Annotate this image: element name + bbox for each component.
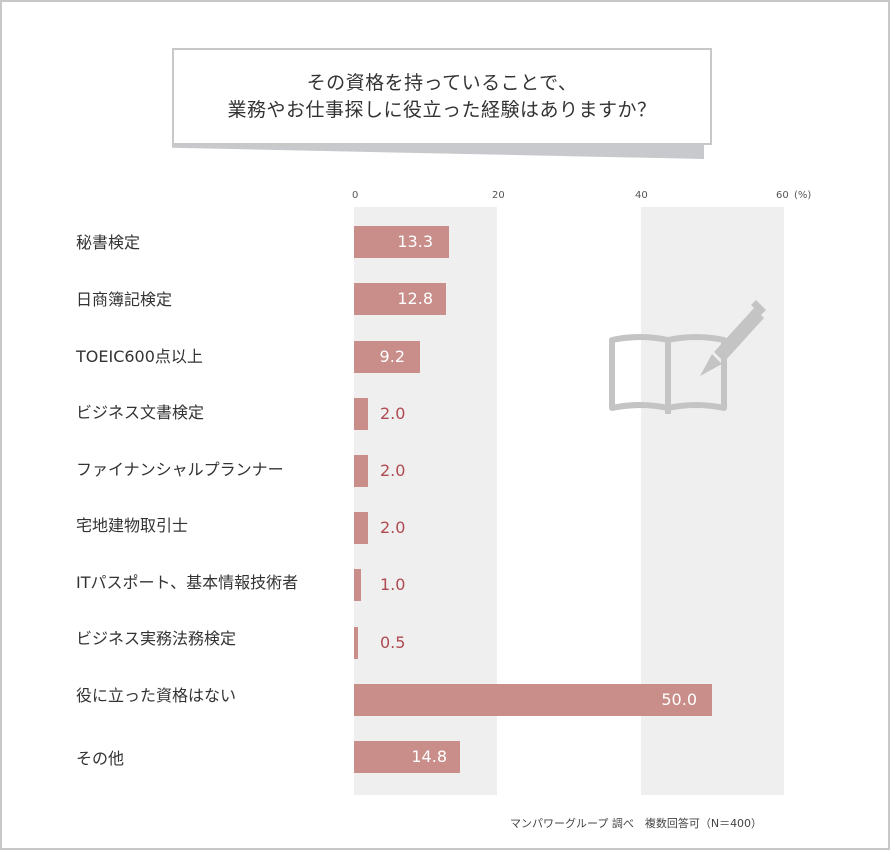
- x-axis-unit: (%): [794, 190, 812, 201]
- bar: [354, 569, 361, 601]
- bar-label: ファイナンシャルプランナー: [76, 460, 284, 479]
- bar-value: 12.8: [397, 289, 433, 308]
- book-pen-icon: [604, 296, 766, 420]
- bar: [354, 512, 368, 544]
- bar-label: ITパスポート、基本情報技術者: [76, 573, 299, 592]
- bar-value: 0.5: [380, 633, 406, 652]
- bar-label: その他: [76, 749, 125, 768]
- x-tick-20: 20: [492, 190, 505, 201]
- bar-label: ビジネス文書検定: [76, 403, 205, 422]
- bar: [354, 627, 358, 659]
- bar-value: 14.8: [411, 747, 447, 766]
- x-tick-60: 60: [776, 190, 789, 201]
- chart-title-box: その資格を持っていることで、 業務やお仕事探しに役立った経験はありますか？: [172, 48, 712, 145]
- bar-label: TOEIC600点以上: [76, 347, 203, 366]
- bar-value: 1.0: [380, 575, 406, 594]
- bar: [354, 283, 446, 315]
- title-line-1: その資格を持っていることで、: [306, 71, 578, 94]
- bar: [354, 226, 449, 258]
- bar: [354, 455, 368, 487]
- bar: [354, 341, 420, 373]
- bar-label: 宅地建物取引士: [76, 516, 189, 535]
- bar-label: 日商簿記検定: [76, 290, 173, 309]
- bar-value: 13.3: [397, 232, 433, 251]
- title-line-2: 業務やお仕事探しに役立った経験はありますか？: [227, 98, 657, 121]
- x-tick-0: 0: [352, 190, 359, 201]
- bar-value: 2.0: [380, 461, 406, 480]
- bar-value: 9.2: [379, 347, 405, 366]
- bar-label: 秘書検定: [76, 233, 141, 252]
- x-tick-40: 40: [635, 190, 648, 201]
- bar-label: 役に立った資格はない: [76, 686, 237, 705]
- bar: [354, 398, 368, 430]
- source-note: マンパワーグループ 調べ 複数回答可（N＝400）: [510, 817, 763, 830]
- bar-label: ビジネス実務法務検定: [76, 629, 237, 648]
- bar: [354, 684, 712, 716]
- bar-value: 50.0: [661, 690, 697, 709]
- bar: [354, 741, 460, 773]
- bar-value: 2.0: [380, 518, 406, 537]
- bar-value: 2.0: [380, 404, 406, 423]
